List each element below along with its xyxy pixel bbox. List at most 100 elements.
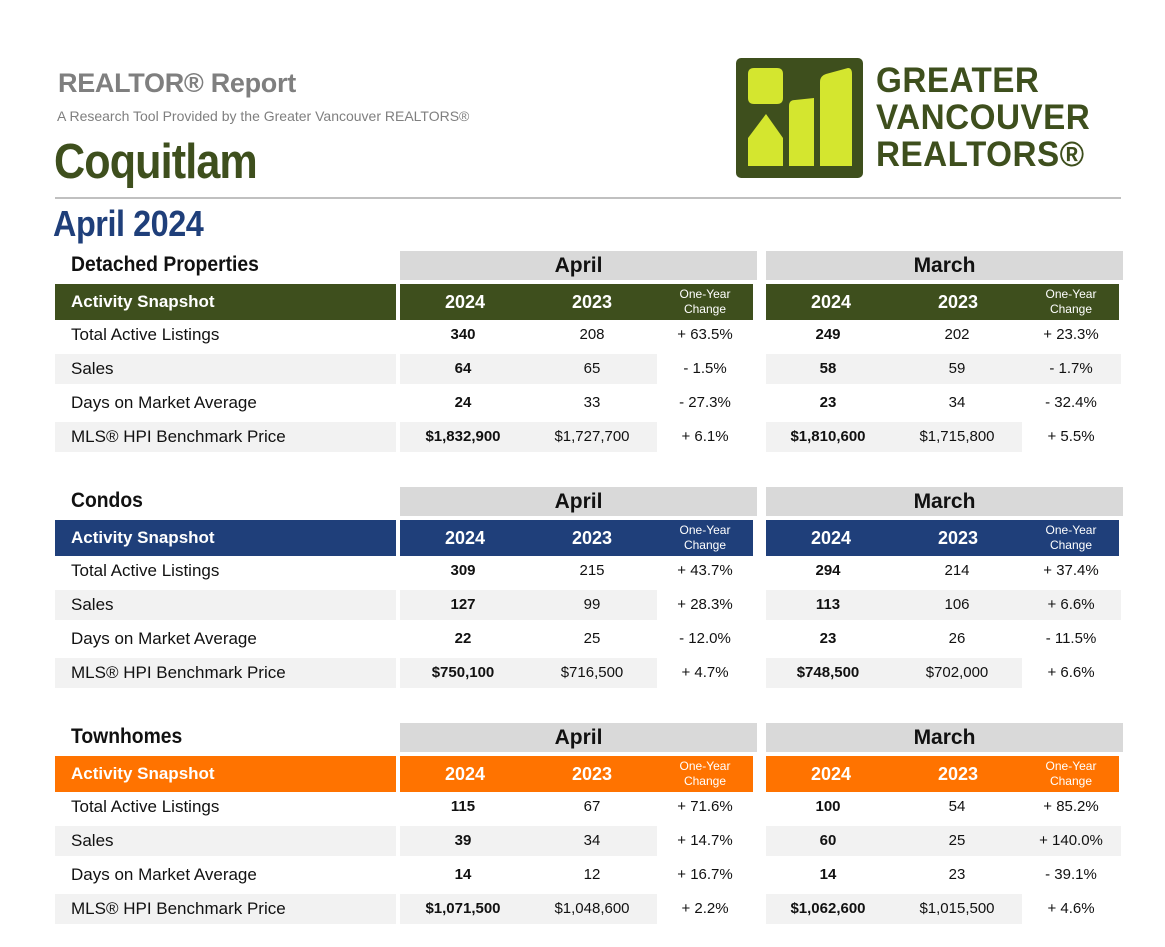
logo-line-3: REALTORS®	[876, 135, 1085, 174]
value-previous: 23	[948, 866, 966, 883]
value-current: 23	[819, 630, 837, 647]
value-current: 115	[450, 798, 476, 815]
year-previous: 2023	[571, 764, 613, 784]
value-current: $1,832,900	[425, 428, 501, 445]
one-year-change-label: One-Year Change	[679, 759, 731, 788]
year-previous: 2023	[937, 528, 979, 548]
value-previous: $1,715,800	[919, 428, 995, 445]
row-label: MLS® HPI Benchmark Price	[71, 899, 286, 918]
value-current: 113	[815, 596, 841, 613]
value-previous: 33	[583, 394, 601, 411]
value-previous: $716,500	[560, 664, 624, 681]
logo-line-1: GREATER	[876, 61, 1040, 100]
one-year-change-label: One-Year Change	[679, 287, 731, 316]
logo-line-2: VANCOUVER	[876, 98, 1091, 137]
one-year-change-label: One-Year Change	[679, 523, 731, 552]
snapshot-year-block: 2024 2023 One-Year Change	[400, 756, 753, 792]
table-row: MLS® HPI Benchmark Price $1,071,500 $1,048…	[55, 894, 1121, 924]
row-label: Days on Market Average	[71, 629, 257, 648]
value-previous: $702,000	[925, 664, 989, 681]
snapshot-year-block: 2024 2023 One-Year Change	[766, 756, 1119, 792]
row-shade	[766, 354, 1121, 384]
row-label: Days on Market Average	[71, 865, 257, 884]
value-change: + 28.3%	[677, 596, 733, 613]
year-current: 2024	[810, 764, 852, 784]
value-change: - 1.5%	[683, 360, 727, 377]
value-current: 64	[454, 360, 472, 377]
table-row: MLS® HPI Benchmark Price $1,832,900 $1,727…	[55, 422, 1121, 452]
row-shade	[55, 894, 396, 924]
row-shade	[55, 590, 396, 620]
year-current: 2024	[810, 528, 852, 548]
row-shade	[400, 590, 657, 620]
value-previous: 12	[583, 866, 601, 883]
value-current: 127	[450, 596, 476, 613]
value-change: - 11.5%	[1045, 630, 1097, 647]
value-previous: 208	[579, 326, 605, 343]
value-previous: 34	[948, 394, 966, 411]
value-previous: 26	[948, 630, 966, 647]
one-year-change-label: One-Year Change	[1045, 287, 1097, 316]
value-previous: 67	[583, 798, 601, 815]
row-label: Total Active Listings	[71, 325, 220, 344]
section-detached: Detached Properties April March Activity Sn…	[55, 251, 1123, 459]
report-subtitle: A Research Tool Provided by the Greater …	[57, 108, 470, 124]
value-change: + 43.7%	[677, 562, 733, 579]
row-shade	[55, 658, 396, 688]
value-previous: 215	[579, 562, 605, 579]
section-title: Townhomes	[71, 725, 183, 748]
value-previous: 25	[583, 630, 601, 647]
value-change: + 2.2%	[681, 900, 729, 917]
table-row: Total Active Listings 309 215 + 43.7% 294 214…	[55, 556, 1121, 586]
period-header-current: April	[400, 251, 757, 280]
row-label: Sales	[71, 359, 114, 378]
table-row: Total Active Listings 115 67 + 71.6% 100 54 + …	[55, 792, 1121, 822]
value-current: $1,062,600	[790, 900, 866, 917]
row-shade	[766, 590, 1121, 620]
value-current: $748,500	[796, 664, 860, 681]
row-shade	[400, 658, 657, 688]
value-change: + 23.3%	[1043, 326, 1099, 343]
snapshot-label: Activity Snapshot	[55, 520, 396, 556]
period-header-previous: March	[766, 251, 1123, 280]
year-current: 2024	[444, 528, 486, 548]
report-title: REALTOR® Report	[58, 68, 296, 98]
header-divider	[55, 197, 1121, 199]
value-current: 22	[454, 630, 472, 647]
value-change: + 63.5%	[677, 326, 733, 343]
value-change: + 71.6%	[677, 798, 733, 815]
snapshot-header-row: Activity Snapshot 2024 2023 One-Year Change 2…	[55, 756, 1121, 792]
snapshot-year-block: 2024 2023 One-Year Change	[400, 284, 753, 320]
value-change: + 5.5%	[1047, 428, 1095, 445]
period-header-current: April	[400, 487, 757, 516]
value-change: + 6.6%	[1047, 664, 1095, 681]
value-current: 14	[819, 866, 837, 883]
value-change: + 14.7%	[677, 832, 733, 849]
value-change: - 27.3%	[679, 394, 731, 411]
value-change: + 6.1%	[681, 428, 729, 445]
value-change: + 85.2%	[1043, 798, 1099, 815]
value-change: + 16.7%	[677, 866, 733, 883]
value-current: 340	[450, 326, 476, 343]
value-change: + 4.7%	[681, 664, 729, 681]
value-change: - 1.7%	[1049, 360, 1093, 377]
table-row: Total Active Listings 340 208 + 63.5% 249 202…	[55, 320, 1121, 350]
row-label: Sales	[71, 831, 114, 850]
section-title: Condos	[71, 489, 143, 512]
value-current: $1,071,500	[425, 900, 501, 917]
row-shade	[55, 422, 396, 452]
period-header-previous: March	[766, 723, 1123, 752]
value-previous: 106	[944, 596, 970, 613]
period-header-current: April	[400, 723, 757, 752]
row-label: Total Active Listings	[71, 797, 220, 816]
snapshot-label: Activity Snapshot	[55, 756, 396, 792]
table-row: Days on Market Average 24 33 - 27.3% 23 34 - 3…	[55, 388, 1121, 418]
row-shade	[55, 354, 396, 384]
value-change: + 37.4%	[1043, 562, 1099, 579]
value-previous: $1,015,500	[919, 900, 995, 917]
section-title: Detached Properties	[71, 253, 259, 276]
year-current: 2024	[444, 764, 486, 784]
table-row: Days on Market Average 14 12 + 16.7% 14 23 - 3…	[55, 860, 1121, 890]
year-previous: 2023	[571, 292, 613, 312]
value-current: 294	[815, 562, 841, 579]
